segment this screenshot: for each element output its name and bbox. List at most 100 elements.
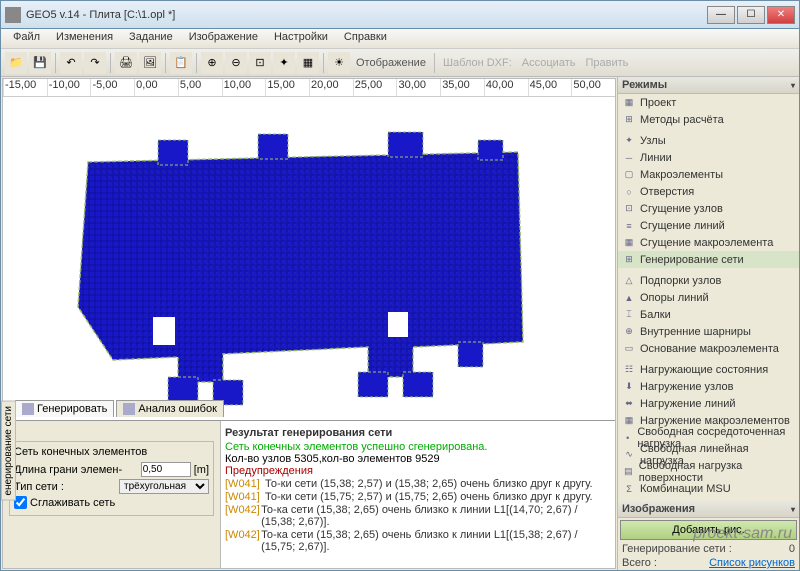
tool-fit-icon[interactable]: ⊡ [249,52,271,74]
warning-line: [W041]То-ки сети (15,38; 2,57) и (15,38;… [225,478,611,490]
watermark: proekt-sam.ru [693,525,792,543]
warn-text: То-ка сети (15,38; 2,65) очень близко к … [261,529,611,553]
tool-copy-icon[interactable]: 📋 [170,52,192,74]
menu-help[interactable]: Справки [336,29,395,48]
mode-item[interactable]: ⊞Генерирование сети [618,251,799,268]
mode-item[interactable]: ⊕Внутренние шарниры [618,323,799,340]
mode-label: Внутренние шарниры [640,326,751,338]
mode-label: Свободная нагрузка поверхности [639,460,795,484]
total-label: Всего : [622,557,657,569]
mode-icon: ☷ [622,363,636,377]
tool-open-icon[interactable]: 📁 [5,52,27,74]
mode-item[interactable]: ─ Линии [618,149,799,166]
warning-line: [W042]То-ка сети (15,38; 2,65) очень бли… [225,504,611,528]
mode-item[interactable]: △Подпорки узлов [618,272,799,289]
smooth-label: Сглаживать сеть [30,497,209,509]
template-label: Шаблон DXF: [439,57,516,69]
right-panel: Режимы▾ ▦Проект⊞Методы расчёта ✦Узлы─Лин… [617,77,799,570]
mesh-params: Сеть конечных элементов Длина грани элем… [3,421,221,568]
ruler-tick: 15,00 [265,79,309,96]
mode-label: Нагружение узлов [640,381,733,393]
mode-icon: ⊞ [622,253,636,267]
mesh-type-select[interactable]: трёхугольная [119,479,209,494]
edge-input[interactable] [141,462,191,477]
mode-item[interactable]: ⊞Методы расчёта [618,111,799,128]
mode-icon: ▢ [622,168,636,182]
minimize-button[interactable]: — [707,6,735,24]
tool-print-icon[interactable]: 🖨 [115,52,137,74]
mode-label: Линии [640,152,672,164]
mode-icon: ▲ [622,291,636,305]
viewport[interactable] [3,97,615,420]
canvas-area: -15,00-10,00-5,000,005,0010,0015,0020,00… [2,78,616,569]
mode-item[interactable]: ▲Опоры линий [618,289,799,306]
tool-image-icon[interactable]: 🖼 [139,52,161,74]
edge-label: Длина грани элемен- [14,464,141,476]
mode-item[interactable]: ⊡Сгущение узлов [618,200,799,217]
display-label: Отображение [352,57,430,69]
mode-icon: ▦ [622,414,636,428]
mode-label: Отверстия [640,186,694,198]
mode-icon: • [622,431,633,445]
mode-icon: ✦ [622,134,636,148]
tool-3d-icon[interactable]: ▦ [297,52,319,74]
menu-changes[interactable]: Изменения [48,29,121,48]
mode-icon: ≡ [622,219,636,233]
mode-item[interactable]: ⬇Нагружение узлов [618,378,799,395]
warning-line: [W041]То-ки сети (15,75; 2,57) и (15,75;… [225,491,611,503]
mode-icon: ∿ [622,448,636,462]
mode-label: Проект [640,97,676,109]
mode-item[interactable]: ✦ Узлы [618,132,799,149]
ruler-horizontal: -15,00-10,00-5,000,005,0010,0015,0020,00… [3,79,615,97]
images-list-link[interactable]: Список рисунков [709,557,795,569]
mode-item[interactable]: ▦Сгущение макроэлемента [618,234,799,251]
mode-item[interactable]: ≡Сгущение линий [618,217,799,234]
group-title: Сеть конечных элементов [14,446,209,458]
ruler-tick: 50,00 [571,79,615,96]
menu-task[interactable]: Задание [121,29,181,48]
mode-item[interactable]: ⌶Балки [618,306,799,323]
results-ok: Сеть конечных элементов успешно сгенерир… [225,441,611,453]
warn-text: То-ки сети (15,38; 2,57) и (15,38; 2,65)… [265,478,593,490]
tool-undo-icon[interactable]: ↶ [60,52,82,74]
mode-item[interactable]: ☷Нагружающие состояния [618,361,799,378]
mode-item[interactable]: ▤Свободная нагрузка поверхности [618,463,799,480]
close-button[interactable]: ✕ [767,6,795,24]
app-icon [5,7,21,23]
mode-item[interactable]: ▦Проект [618,94,799,111]
tool-redo-icon[interactable]: ↷ [84,52,106,74]
assoc-button[interactable]: Ассоциать [518,57,580,69]
mode-icon: ⌶ [622,308,636,322]
bottom-panel: Сеть конечных элементов Длина грани элем… [3,420,615,568]
warn-tag: [W041] [225,491,265,503]
ruler-tick: 45,00 [528,79,572,96]
tool-pan-icon[interactable]: ✦ [273,52,295,74]
menu-settings[interactable]: Настройки [266,29,336,48]
vertical-tab[interactable]: енерирование сети [1,401,16,501]
mode-label: Сгущение макроэлемента [640,237,773,249]
tool-zoom-in-icon[interactable]: ⊕ [201,52,223,74]
mode-icon: ⬌ [622,397,636,411]
tool-zoom-out-icon[interactable]: ⊖ [225,52,247,74]
bottom-tab-generate[interactable]: Генерировать [15,400,114,417]
tool-display-icon[interactable]: ☀ [328,52,350,74]
mode-item[interactable]: ▭Основание макроэлемента [618,340,799,357]
ruler-tick: 40,00 [484,79,528,96]
titlebar: GEO5 v.14 - Плита [C:\1.opl *] — ☐ ✕ [1,1,799,29]
menu-image[interactable]: Изображение [181,29,266,48]
mode-item[interactable]: ▢Макроэлементы [618,166,799,183]
gen-count-value: 0 [789,543,795,555]
menu-file[interactable]: Файл [5,29,48,48]
mode-item[interactable]: ⬌Нагружение линий [618,395,799,412]
tool-save-icon[interactable]: 💾 [29,52,51,74]
warn-text: То-ки сети (15,75; 2,57) и (15,75; 2,65)… [265,491,593,503]
mode-icon: ─ [622,151,636,165]
mode-icon: ⊡ [622,202,636,216]
mode-item[interactable]: ○Отверстия [618,183,799,200]
mode-label: Узлы [640,135,666,147]
edit-button[interactable]: Править [581,57,632,69]
maximize-button[interactable]: ☐ [737,6,765,24]
warn-text: То-ка сети (15,38; 2,65) очень близко к … [261,504,611,528]
mode-icon: ▤ [622,465,635,479]
bottom-tab-errors[interactable]: Анализ ошибок [116,400,224,417]
